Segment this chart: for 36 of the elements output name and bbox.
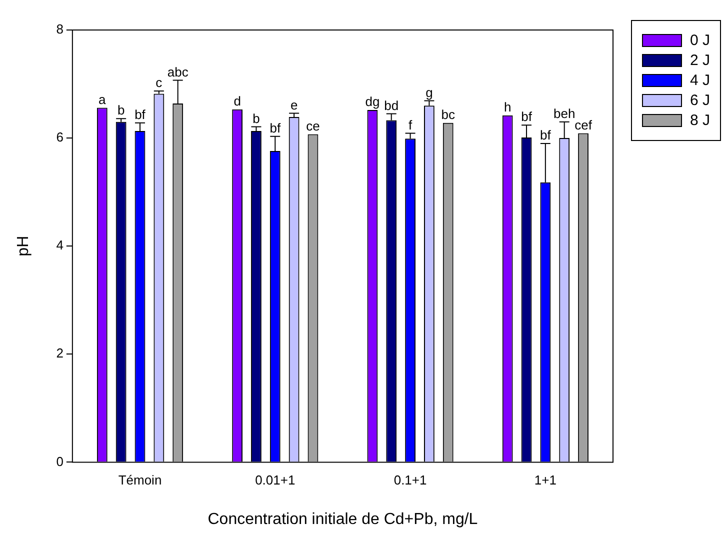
annotation: f: [408, 117, 412, 132]
x-tick-label: 1+1: [534, 472, 556, 488]
annotation: bc: [441, 107, 456, 122]
annotation: bf: [521, 109, 532, 124]
y-tick-label: 2: [56, 346, 64, 361]
x-tick-label: 0.1+1: [394, 472, 427, 488]
x-tick-label: Témoin: [118, 472, 162, 488]
annotation: b: [252, 110, 260, 126]
y-tick-label: 0: [56, 454, 64, 469]
x-tick-label: 0.01+1: [255, 472, 296, 488]
y-tick-label: 8: [56, 22, 64, 37]
annotation: bd: [384, 98, 399, 113]
legend-label: 0 J: [690, 32, 710, 49]
annotation: bf: [270, 120, 281, 136]
y-axis-title: pH: [15, 236, 32, 256]
y-tick-label: 6: [56, 130, 64, 145]
annotation: d: [234, 93, 241, 108]
legend-label: 2 J: [690, 52, 710, 69]
annotation: dg: [365, 94, 380, 110]
x-axis-title: Concentration initiale de Cd+Pb, mg/L: [208, 510, 478, 528]
annotation: e: [290, 97, 298, 112]
y-tick-label: 4: [56, 238, 64, 253]
annotation: ce: [306, 118, 320, 134]
annotation: beh: [553, 106, 576, 121]
annotation: g: [426, 84, 433, 100]
annotation: a: [98, 92, 107, 107]
legend-label: 4 J: [690, 72, 710, 89]
annotation: abc: [167, 64, 189, 80]
annotation: c: [156, 75, 163, 90]
annotation: b: [117, 102, 125, 118]
annotation: cef: [574, 117, 592, 132]
annotation: bf: [134, 107, 146, 122]
annotation: bf: [540, 128, 552, 143]
legend-label: 8 J: [690, 112, 710, 129]
annotation: h: [504, 99, 512, 114]
legend-label: 6 J: [690, 92, 710, 109]
